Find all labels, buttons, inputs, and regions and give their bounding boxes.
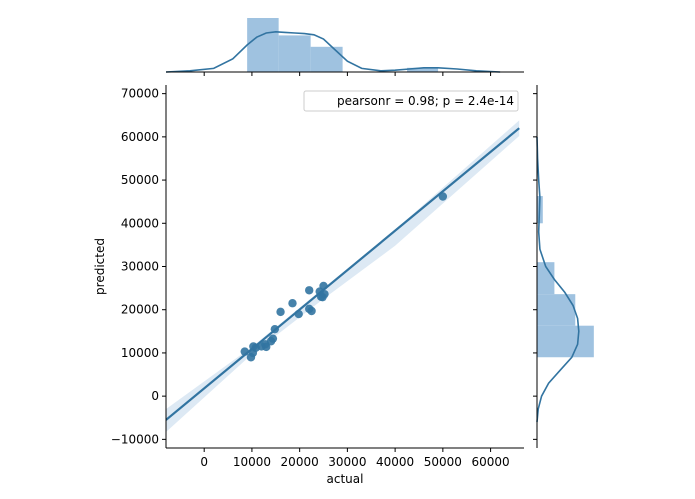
y-tick-label-2: 10000 — [121, 346, 159, 360]
scatter-point-20 — [319, 281, 328, 291]
pearson-annotation: pearsonr = 0.98; p = 2.4e-14 — [337, 94, 514, 108]
scatter-points-layer — [240, 192, 448, 362]
x-axis-label: actual — [327, 472, 364, 486]
x-marginal-kde — [165, 30, 501, 73]
x-marginal-bin-0 — [247, 18, 279, 72]
scatter-point-12 — [288, 299, 297, 308]
axes-layer: 0 10000 20000 30000 40000 50000 60000 −10000 0 10… — [111, 85, 524, 469]
confidence-band — [166, 120, 520, 433]
scatter-point-14 — [305, 286, 314, 295]
x-marginal-bin-1 — [278, 35, 311, 72]
x-tick-label-6: 60000 — [471, 455, 509, 469]
y-tick-label-6: 50000 — [121, 173, 159, 187]
y-marginal-layer — [533, 85, 594, 448]
scatter-point-16 — [307, 306, 316, 316]
x-marginal-bin-3 — [407, 67, 439, 72]
x-tick-label-4: 40000 — [376, 455, 414, 469]
scatter-point-7 — [262, 342, 271, 352]
x-tick-label-0: 0 — [200, 455, 208, 469]
scatter-point-0 — [240, 347, 249, 356]
y-marginal-bin-0 — [537, 325, 594, 358]
x-marginal-bin-2 — [310, 46, 343, 72]
confidence-band-layer — [166, 120, 520, 433]
scatter-point-9 — [268, 334, 278, 343]
y-tick-label-3: 20000 — [121, 303, 159, 317]
scatter-point-22 — [438, 192, 448, 201]
y-tick-label-7: 60000 — [121, 130, 159, 144]
regression-line-layer — [166, 127, 520, 421]
scatter-point-11 — [276, 307, 285, 317]
y-tick-label-0: −10000 — [111, 432, 159, 446]
x-tick-label-2: 20000 — [281, 455, 319, 469]
scatter-point-13 — [294, 309, 303, 319]
y-tick-label-4: 30000 — [121, 260, 159, 274]
legend-frame — [303, 90, 519, 112]
x-tick-label-1: 10000 — [233, 455, 271, 469]
y-tick-label-1: 0 — [151, 389, 159, 403]
scatter-point-21 — [320, 289, 329, 299]
x-tick-label-3: 30000 — [328, 455, 366, 469]
x-tick-label-5: 50000 — [424, 455, 462, 469]
regression-line — [166, 127, 520, 421]
legend-box: pearsonr = 0.98; p = 2.4e-14 — [303, 90, 519, 112]
y-marginal-kde — [536, 136, 580, 423]
scatter-point-10 — [270, 324, 280, 334]
y-axis-label: predicted — [93, 238, 107, 295]
y-tick-label-5: 40000 — [121, 216, 159, 230]
x-marginal-layer — [165, 18, 524, 76]
y-tick-label-8: 70000 — [121, 87, 159, 101]
y-marginal-bin-2 — [537, 262, 555, 295]
